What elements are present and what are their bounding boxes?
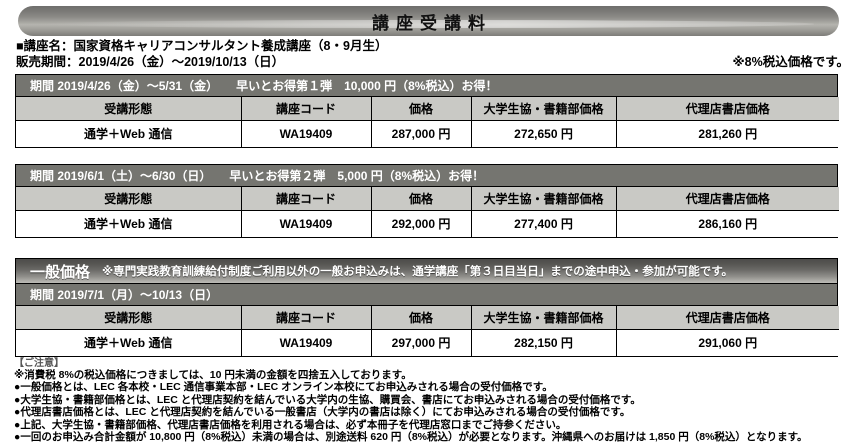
fee-block-general: 一般価格 ※専門実践教育訓練給付制度ご利用以外の一般お申込みは、通学講座「第３日… — [15, 258, 839, 357]
fee-table: 受講形態 講座コード 価格 大学生協・書籍部価格 代理店書店価格 通学＋Web … — [16, 187, 839, 237]
period-label: 期間 2019/4/26（金）～5/31（金） — [30, 79, 219, 93]
column-header-coop-price: 大学生協・書籍部価格 — [471, 306, 617, 330]
cell-price: 297,000 円 — [371, 328, 472, 356]
table-row: 通学＋Web 通信 WA19409 292,000 円 277,400 円 28… — [16, 209, 839, 237]
cell-coop-price: 282,150 円 — [471, 328, 617, 356]
table-header-row: 受講形態 講座コード 価格 大学生協・書籍部価格 代理店書店価格 — [16, 187, 839, 211]
cell-format: 通学＋Web 通信 — [16, 119, 242, 147]
course-name-text: ■講座名：国家資格キャリアコンサルタント養成講座（8・9月生） — [16, 39, 388, 53]
fee-block-early-bird-2: 期間 2019/6/1（土）～6/30（日） 早いとお得第２弾 5,000 円（… — [15, 164, 839, 238]
general-price-bar: 一般価格 ※専門実践教育訓練給付制度ご利用以外の一般お申込みは、通学講座「第３日… — [16, 259, 837, 284]
cell-code: WA19409 — [241, 209, 372, 237]
general-price-title: 一般価格 — [30, 263, 91, 281]
fee-block-early-bird-1: 期間 2019/4/26（金）～5/31（金） 早いとお得第１弾 10,000 … — [15, 74, 839, 148]
sales-period-text: 販売期間：2019/4/26（金）～2019/10/13（日） — [16, 55, 285, 69]
notes-section: 【ご注意】 ※消費税 8%の税込価格につきましては、10 円未満の金額を四捨五入… — [14, 358, 860, 443]
notes-title: 【ご注意】 — [14, 358, 64, 369]
column-header-price: 価格 — [371, 187, 472, 211]
column-header-coop-price: 大学生協・書籍部価格 — [471, 187, 617, 211]
column-header-format: 受講形態 — [16, 306, 242, 330]
general-price-note: ※専門実践教育訓練給付制度ご利用以外の一般お申込みは、通学講座「第３日目当日」ま… — [102, 266, 734, 278]
column-header-code: 講座コード — [241, 306, 372, 330]
fee-table: 受講形態 講座コード 価格 大学生協・書籍部価格 代理店書店価格 通学＋Web … — [16, 306, 839, 356]
table-row: 通学＋Web 通信 WA19409 287,000 円 272,650 円 28… — [16, 119, 839, 147]
column-header-price: 価格 — [371, 306, 472, 330]
column-header-code: 講座コード — [241, 97, 372, 121]
course-name-line: ■講座名：国家資格キャリアコンサルタント養成講座（8・9月生） — [16, 38, 849, 54]
column-header-price: 価格 — [371, 97, 472, 121]
column-header-agency-price: 代理店書店価格 — [616, 97, 839, 121]
period-label: 期間 2019/6/1（土）～6/30（日） — [30, 169, 212, 183]
cell-agency-price: 281,260 円 — [616, 119, 839, 147]
table-header-row: 受講形態 講座コード 価格 大学生協・書籍部価格 代理店書店価格 — [16, 306, 839, 330]
cell-coop-price: 277,400 円 — [471, 209, 617, 237]
promo-label: 早いとお得第２弾 5,000 円（8%税込）お得！ — [229, 169, 485, 183]
note-line: ●上記、大学生協・書籍部価格、代理店書店価格を利用される場合は、必ず本冊子を代理… — [14, 418, 567, 431]
tax-inclusive-note: ※8%税込価格です。 — [732, 55, 849, 69]
note-line: ※消費税 8%の税込価格につきましては、10 円未満の金額を四捨五入しております… — [14, 369, 412, 381]
table-row: 通学＋Web 通信 WA19409 297,000 円 282,150 円 29… — [16, 328, 839, 356]
course-meta: ■講座名：国家資格キャリアコンサルタント養成講座（8・9月生） 販売期間：201… — [16, 38, 849, 70]
period-bar: 期間 2019/7/1（月）～10/13（日） — [16, 284, 837, 306]
cell-code: WA19409 — [241, 119, 372, 147]
column-header-agency-price: 代理店書店価格 — [616, 306, 839, 330]
page-title-banner: 講座受講料 — [18, 6, 839, 36]
note-line: ●代理店書店価格とは、LEC と代理店契約を結んでいる一般書店（大学内の書店は除… — [14, 406, 631, 419]
column-header-coop-price: 大学生協・書籍部価格 — [471, 97, 617, 121]
cell-format: 通学＋Web 通信 — [16, 209, 242, 237]
period-bar: 期間 2019/6/1（土）～6/30（日） 早いとお得第２弾 5,000 円（… — [16, 165, 837, 187]
page-title: 講座受講料 — [372, 13, 492, 33]
fee-table: 受講形態 講座コード 価格 大学生協・書籍部価格 代理店書店価格 通学＋Web … — [16, 97, 839, 147]
table-header-row: 受講形態 講座コード 価格 大学生協・書籍部価格 代理店書店価格 — [16, 97, 839, 121]
cell-price: 292,000 円 — [371, 209, 472, 237]
cell-coop-price: 272,650 円 — [471, 119, 617, 147]
period-label: 期間 2019/7/1（月）～10/13（日） — [30, 288, 219, 302]
column-header-code: 講座コード — [241, 187, 372, 211]
cell-code: WA19409 — [241, 328, 372, 356]
cell-format: 通学＋Web 通信 — [16, 328, 242, 356]
column-header-format: 受講形態 — [16, 97, 242, 121]
promo-label: 早いとお得第１弾 10,000 円（8%税込）お得！ — [236, 79, 498, 93]
cell-agency-price: 286,160 円 — [616, 209, 839, 237]
note-line: ●一回のお申込み合計金額が 10,800 円（8%税込）未満の場合は、別途送料 … — [14, 431, 808, 443]
column-header-format: 受講形態 — [16, 187, 242, 211]
cell-agency-price: 291,060 円 — [616, 328, 839, 356]
sales-period-line: 販売期間：2019/4/26（金）～2019/10/13（日） ※8%税込価格で… — [16, 54, 849, 70]
cell-price: 287,000 円 — [371, 119, 472, 147]
note-line: ●大学生協・書籍部価格とは、LEC と代理店契約を結んでいる大学内の生協、購買会… — [14, 393, 641, 406]
note-line: ●一般価格とは、LEC 各本校・LEC 通信事業本部・LEC オンライン本校にて… — [14, 381, 553, 394]
period-bar: 期間 2019/4/26（金）～5/31（金） 早いとお得第１弾 10,000 … — [16, 75, 837, 97]
column-header-agency-price: 代理店書店価格 — [616, 187, 839, 211]
